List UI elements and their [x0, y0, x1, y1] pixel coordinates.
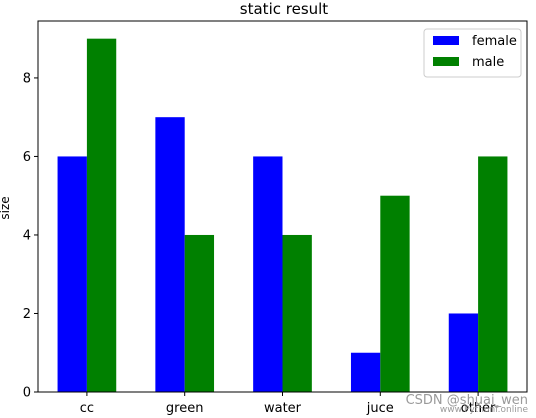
- bar-male-juce: [380, 195, 410, 392]
- y-tick-label: 8: [23, 71, 31, 86]
- bar-male-green: [184, 234, 215, 392]
- watermark-line-1: CSDN @shuai_wen: [405, 393, 528, 408]
- chart-title: static result: [240, 0, 329, 18]
- bar-female-juce: [350, 352, 381, 392]
- x-tick-label: other: [461, 401, 496, 416]
- watermark-line-2: www.Pythonf.online: [439, 405, 528, 415]
- bar-female-green: [155, 117, 185, 393]
- bar-female-other: [448, 313, 479, 392]
- bar-male-water: [282, 234, 312, 392]
- legend-swatch-male: [433, 57, 459, 66]
- y-tick-label: 0: [23, 386, 31, 401]
- bar-male-other: [478, 156, 508, 392]
- y-tick-label: 6: [23, 150, 31, 165]
- bar-female-cc: [57, 156, 87, 392]
- x-tick-label: water: [264, 401, 302, 416]
- y-tick-label: 4: [23, 228, 31, 243]
- x-tick-label: green: [166, 401, 204, 416]
- bar-male-cc: [86, 38, 117, 393]
- legend-label-male: male: [472, 55, 504, 70]
- axes-layer: cc green water juce other 0 2 4 6 8: [23, 20, 528, 416]
- bars-layer: [57, 38, 508, 393]
- x-tick-label: juce: [366, 401, 394, 416]
- legend-swatch-female: [433, 36, 459, 45]
- legend: female male: [423, 28, 522, 78]
- legend-label-female: female: [472, 34, 517, 49]
- y-tick-label: 2: [23, 307, 31, 322]
- x-tick-label: cc: [80, 401, 94, 416]
- bar-female-water: [253, 156, 283, 392]
- y-axis-label: size: [0, 196, 12, 219]
